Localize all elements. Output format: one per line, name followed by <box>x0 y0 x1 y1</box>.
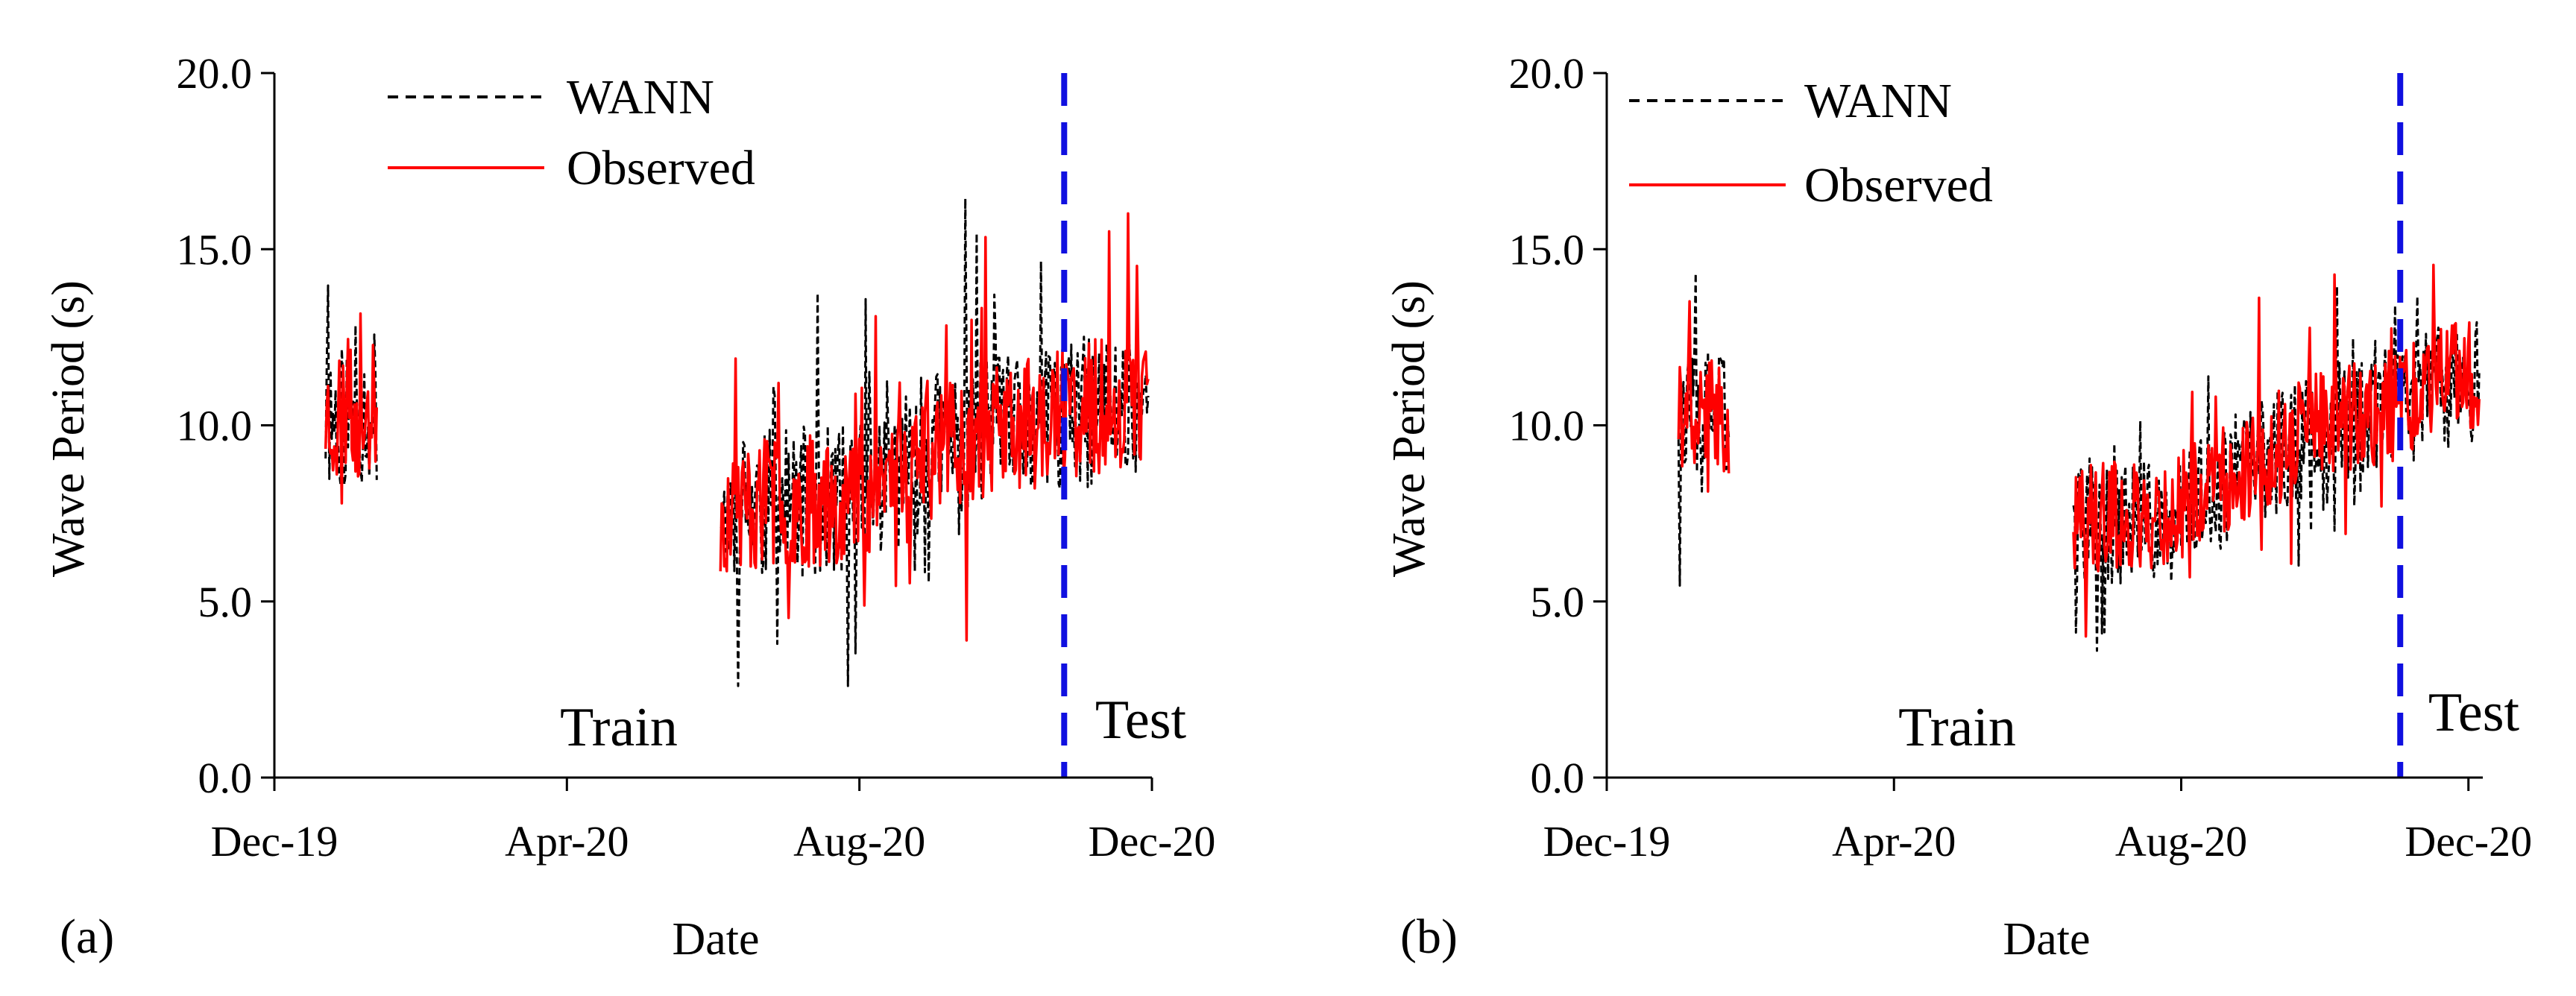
y-axis-title-a: Wave Period (s) <box>43 280 94 577</box>
test-label-a: Test <box>1095 690 1187 751</box>
x-tick-label-b-0: Dec-19 <box>1543 817 1671 866</box>
panel-label-a: (a) <box>60 910 114 964</box>
y-tick-label-a-4: 20.0 <box>177 49 253 98</box>
observed-series-line-b-1 <box>2072 263 2481 638</box>
x-tick-label-a-1: Apr-20 <box>505 817 629 866</box>
x-axis-title-a: Date <box>672 914 759 965</box>
x-tick-label-a-0: Dec-19 <box>211 817 338 866</box>
test-label-b: Test <box>2428 682 2520 743</box>
y-tick-label-a-2: 10.0 <box>177 402 253 450</box>
x-axis-title-b: Date <box>2003 914 2090 965</box>
x-tick-label-a-2: Aug-20 <box>793 817 925 866</box>
observed-series-line-b-0 <box>1677 300 1731 493</box>
wann-series-line-b-1 <box>2072 285 2481 652</box>
y-tick-label-b-1: 5.0 <box>1531 578 1585 626</box>
y-tick-label-b-2: 10.0 <box>1509 402 1585 450</box>
train-label-a: Train <box>560 697 678 758</box>
series-group-a <box>324 198 1150 687</box>
train-label-b: Train <box>1898 697 2016 758</box>
legend-wann-label-b: WANN <box>1804 74 1952 128</box>
legend-a: WANN Observed <box>388 70 755 195</box>
x-tick-label-b-2: Aug-20 <box>2115 817 2247 866</box>
y-tick-label-a-0: 0.0 <box>198 754 253 802</box>
y-tick-label-b-4: 20.0 <box>1509 49 1585 98</box>
legend-wann-label-a: WANN <box>567 70 714 125</box>
panel-label-b: (b) <box>1400 910 1458 964</box>
legend-observed-label-b: Observed <box>1804 158 1993 212</box>
series-group-b <box>1677 263 2481 652</box>
y-tick-label-b-0: 0.0 <box>1531 754 1585 802</box>
y-tick-label-a-3: 15.0 <box>177 225 253 274</box>
panel-a: Wave Period (s) Date (a) Train Test WANN… <box>43 49 1215 965</box>
legend-observed-label-a: Observed <box>567 141 755 195</box>
y-tick-label-b-3: 15.0 <box>1509 225 1585 274</box>
observed-series-line-a-0 <box>324 312 379 505</box>
wann-series-line-a-1 <box>719 198 1150 687</box>
x-tick-label-a-3: Dec-20 <box>1089 817 1216 866</box>
panel-b: Wave Period (s) Date (b) Train Test WANN… <box>1384 49 2532 965</box>
x-tick-label-b-3: Dec-20 <box>2405 817 2532 866</box>
observed-series-line-a-1 <box>719 212 1150 642</box>
y-tick-label-a-1: 5.0 <box>198 578 253 626</box>
legend-b: WANN Observed <box>1629 74 1993 212</box>
y-axis-title-b: Wave Period (s) <box>1384 280 1435 577</box>
x-tick-label-b-1: Apr-20 <box>1832 817 1956 866</box>
